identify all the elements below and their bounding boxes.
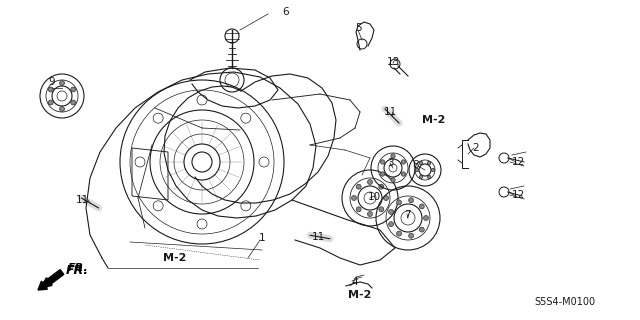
Circle shape (356, 184, 361, 189)
Circle shape (419, 204, 424, 209)
Text: M-2: M-2 (163, 253, 187, 263)
Circle shape (367, 180, 372, 185)
Circle shape (428, 175, 431, 179)
Text: 8: 8 (413, 160, 419, 170)
Circle shape (408, 198, 413, 203)
Text: 4: 4 (352, 277, 358, 287)
Circle shape (379, 207, 384, 212)
Circle shape (408, 233, 413, 238)
Circle shape (380, 160, 385, 164)
Circle shape (397, 200, 401, 205)
Circle shape (397, 231, 401, 236)
FancyArrow shape (38, 269, 64, 290)
Circle shape (415, 168, 419, 172)
Circle shape (71, 100, 76, 105)
Text: 3: 3 (387, 158, 394, 168)
Text: 6: 6 (283, 7, 289, 17)
Circle shape (401, 172, 406, 176)
Circle shape (60, 81, 65, 85)
Circle shape (383, 196, 388, 201)
Text: 2: 2 (473, 143, 479, 153)
Circle shape (401, 160, 406, 164)
Circle shape (419, 175, 423, 179)
Circle shape (48, 100, 53, 105)
Circle shape (431, 168, 435, 172)
Text: FR.: FR. (68, 263, 89, 273)
Text: FR.: FR. (66, 263, 89, 276)
Text: S5S4-M0100: S5S4-M0100 (534, 297, 596, 307)
Text: 11: 11 (383, 107, 397, 117)
Text: M-2: M-2 (348, 290, 372, 300)
Circle shape (391, 154, 396, 158)
Text: 13: 13 (387, 57, 399, 67)
Circle shape (419, 227, 424, 232)
Circle shape (428, 161, 431, 165)
Circle shape (391, 178, 396, 182)
Text: 7: 7 (404, 210, 410, 220)
Circle shape (356, 207, 361, 212)
Text: 12: 12 (511, 190, 525, 200)
Text: 12: 12 (511, 157, 525, 167)
Text: 5: 5 (355, 23, 362, 33)
Text: M-2: M-2 (422, 115, 445, 125)
Circle shape (419, 161, 423, 165)
Circle shape (380, 172, 385, 176)
Circle shape (60, 107, 65, 111)
Circle shape (388, 209, 394, 214)
Circle shape (48, 87, 53, 92)
Circle shape (424, 215, 429, 220)
Text: 9: 9 (49, 77, 55, 87)
Circle shape (71, 87, 76, 92)
Text: 11: 11 (312, 232, 324, 242)
Circle shape (367, 212, 372, 217)
Text: 10: 10 (367, 192, 381, 202)
Circle shape (379, 184, 384, 189)
Text: 1: 1 (259, 233, 266, 243)
Circle shape (388, 222, 394, 227)
Circle shape (351, 196, 356, 201)
Text: 11: 11 (76, 195, 88, 205)
